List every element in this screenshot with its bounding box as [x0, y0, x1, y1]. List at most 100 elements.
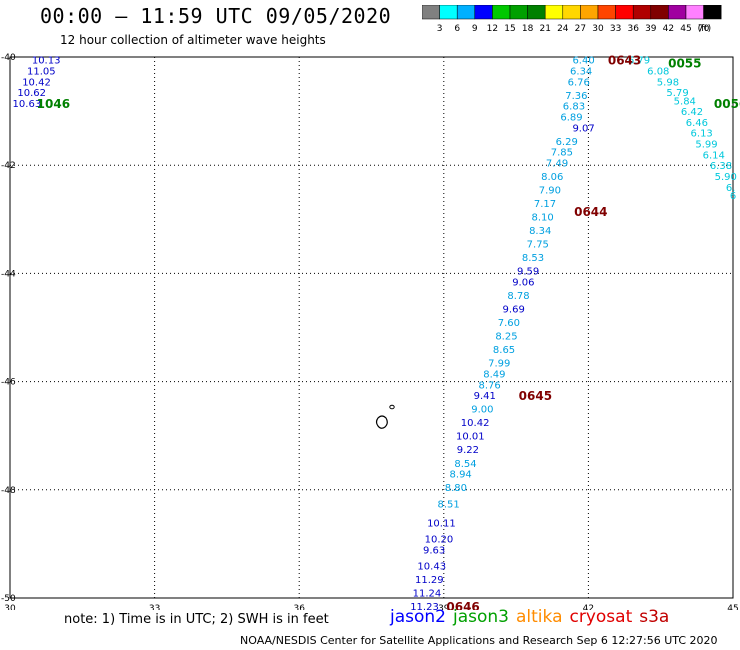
- wave-height-label: 6.14: [703, 150, 725, 161]
- wave-height-label: 6.34: [570, 67, 592, 78]
- wave-height-label: 5.90: [715, 172, 737, 183]
- wave-height-label: 6.: [726, 183, 736, 194]
- legend-tick-label: 27: [575, 24, 586, 34]
- page-title: 00:00 – 11:59 UTC 09/05/2020: [40, 4, 392, 28]
- wave-height-label: 7.49: [546, 158, 568, 169]
- satellite-legend-item: jason2: [390, 607, 446, 627]
- legend-tick-label: 39: [645, 24, 657, 34]
- legend-tick-label: 33: [610, 24, 621, 34]
- pass-time-label: 1046: [37, 97, 70, 111]
- wave-height-label: 9.00: [471, 405, 493, 416]
- wave-height-label: 8.94: [450, 470, 472, 481]
- lat-tick-label: -42: [1, 161, 16, 171]
- legend-tick-label: 18: [522, 24, 534, 34]
- wave-height-label: 6: [730, 191, 736, 202]
- wave-height-label: 10.42: [461, 418, 490, 429]
- map-frame: [9, 56, 734, 599]
- wave-height-label: 9.22: [457, 445, 479, 456]
- wave-height-label: 9.07: [572, 123, 594, 134]
- lon-tick-label: 30: [4, 604, 16, 610]
- wave-height-label: 9.69: [503, 305, 525, 316]
- wave-height-label: 8.76: [478, 380, 500, 391]
- legend-tick-label: 6: [454, 24, 460, 34]
- wave-height-label: 6.08: [647, 67, 669, 78]
- wave-height-label: 10.13: [32, 56, 61, 67]
- wave-height-label: 7.60: [498, 318, 520, 329]
- legend-unit: (ft): [698, 24, 712, 34]
- wave-height-label: 7.85: [551, 148, 573, 159]
- lat-tick-label: -46: [1, 378, 16, 388]
- legend-tick-label: 36: [627, 24, 639, 34]
- legend-swatch: [703, 5, 722, 20]
- legend-tick-label: 30: [592, 24, 604, 34]
- wave-height-label: 10.62: [17, 88, 46, 99]
- wave-height-label: 9.41: [474, 391, 496, 402]
- wave-height-label: 9.59: [517, 267, 539, 278]
- wave-height-label: 10.20: [425, 534, 454, 545]
- wave-height-label: 6.29: [556, 137, 578, 148]
- wave-height-label: 8.10: [531, 213, 553, 224]
- island-outline: [389, 404, 395, 410]
- wave-height-label: 8.78: [507, 291, 529, 302]
- pass-time-label: 0055: [668, 56, 701, 70]
- wave-height-label: 6.46: [686, 118, 708, 129]
- wave-height-label: 9.63: [423, 545, 445, 556]
- wave-height-label: 6.83: [563, 102, 585, 113]
- wave-height-label: 8.54: [454, 459, 476, 470]
- pass-time-label: 0646: [446, 600, 479, 610]
- wave-height-label: 11.05: [27, 67, 56, 78]
- wave-height-label: 11.24: [413, 589, 442, 600]
- wave-height-label: 6.38: [710, 161, 732, 172]
- pass-time-label: 0643: [608, 54, 641, 68]
- pass-time-label: 0645: [519, 389, 552, 403]
- satellite-legend-item: cryosat: [569, 607, 633, 627]
- wave-height-label: 5.79: [666, 88, 688, 99]
- lat-tick-label: -44: [1, 269, 16, 279]
- lon-tick-label: 42: [583, 604, 594, 610]
- footnote: note: 1) Time is in UTC; 2) SWH is in fe…: [64, 612, 329, 627]
- wave-height-label: 9.06: [512, 278, 534, 289]
- wave-height-label: 6.89: [560, 113, 582, 124]
- page-subtitle: 12 hour collection of altimeter wave hei…: [60, 33, 326, 47]
- wave-height-map: 30 33 36 39 42 45 -40 -42 -44 -46 -48 -50 10.1311.05…: [1, 53, 740, 610]
- wave-height-label: 7.99: [488, 359, 510, 370]
- wave-height-label: 10.42: [22, 77, 51, 88]
- satellite-legend-item: s3a: [639, 607, 670, 627]
- legend-tick-label: 70: [698, 24, 710, 34]
- wave-height-label: 10.01: [456, 432, 485, 443]
- legend-tick-label: 9: [472, 24, 478, 34]
- wave-height-label: 6.76: [568, 77, 590, 88]
- lon-tick-label: 45: [727, 604, 738, 610]
- wave-height-label: 7.90: [539, 186, 561, 197]
- island-outline: [375, 415, 388, 429]
- wave-height-label: 8.25: [495, 332, 517, 343]
- color-legend: 3 6 9 12 15 18 21 24 27 30 33 36 39 42 45 70(ft): [422, 5, 722, 34]
- legend-tick-label: 15: [504, 24, 515, 34]
- wave-height-label: 6.79: [628, 56, 650, 67]
- wave-height-label: 8.06: [541, 172, 563, 183]
- wave-height-label: 6.42: [681, 107, 703, 118]
- legend-tick-label: 24: [557, 24, 569, 34]
- lat-tick-label: -50: [1, 594, 16, 604]
- legend-tick-label: 45: [680, 24, 691, 34]
- wave-height-label: 5.98: [657, 77, 679, 88]
- wave-height-label: 8.53: [522, 253, 544, 264]
- lon-tick-label: 33: [149, 604, 160, 610]
- pass-time-label: 0644: [574, 205, 607, 219]
- wave-height-label: 7.36: [565, 91, 587, 102]
- lat-tick-label: -40: [1, 53, 16, 63]
- wave-height-label: 11.23: [410, 602, 439, 610]
- satellite-legend: jason2 jason3 altika cryosat s3a: [390, 607, 676, 627]
- legend-tick-label: 12: [487, 24, 498, 34]
- wave-height-label: 10.11: [427, 518, 456, 529]
- wave-height-label: 8.51: [437, 499, 459, 510]
- satellite-legend-item: jason3: [453, 607, 509, 627]
- wave-height-label: 7.17: [534, 199, 556, 210]
- wave-height-label: 8.80: [445, 483, 467, 494]
- lon-tick-label: 36: [293, 604, 305, 610]
- pass-time-label: 0056: [714, 97, 740, 111]
- wave-height-label: 5.84: [674, 96, 696, 107]
- wave-height-label: 8.49: [483, 369, 505, 380]
- lat-tick-label: -48: [1, 486, 16, 496]
- wave-height-label: 5.99: [695, 140, 717, 151]
